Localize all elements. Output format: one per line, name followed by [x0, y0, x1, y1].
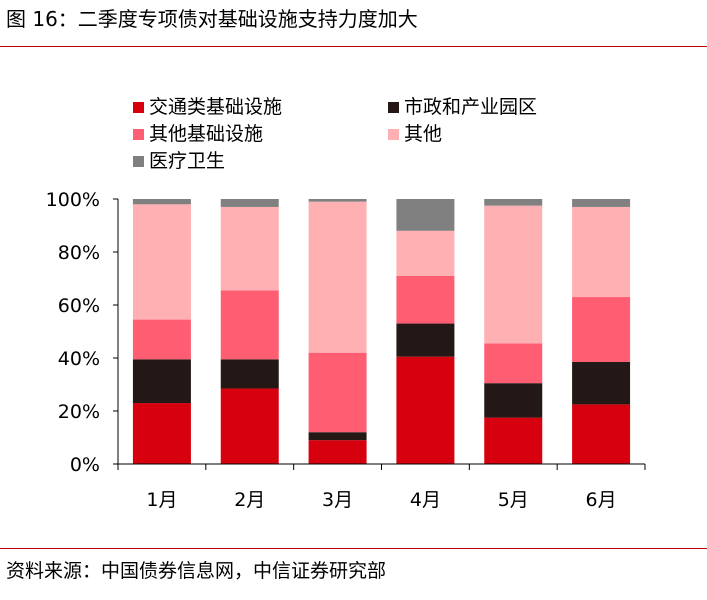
legend-swatch — [133, 129, 144, 140]
bar-segment — [396, 323, 455, 357]
legend-label: 其他基础设施 — [149, 123, 263, 145]
bar-segment — [572, 206, 631, 298]
bar-segment — [484, 383, 543, 418]
bar-segment — [220, 359, 279, 389]
bar-segment — [484, 343, 543, 384]
source-divider — [0, 548, 707, 549]
x-tick-label: 1月 — [146, 489, 177, 511]
legend-label: 市政和产业园区 — [404, 96, 537, 118]
legend-swatch — [133, 102, 144, 113]
legend-label: 医疗卫生 — [149, 150, 225, 172]
legend-label: 其他 — [404, 123, 442, 145]
x-tick-label: 2月 — [234, 489, 265, 511]
legend-swatch — [388, 102, 399, 113]
source-note: 资料来源：中国债券信息网，中信证券研究部 — [6, 560, 387, 582]
bar-segment — [572, 361, 631, 405]
legend-label: 交通类基础设施 — [149, 96, 282, 118]
bar-segment — [308, 199, 367, 202]
y-tick-label: 100% — [46, 189, 100, 211]
bar-segment — [132, 319, 191, 360]
x-tick-label: 6月 — [586, 489, 617, 511]
bar-segment — [396, 275, 455, 324]
y-tick-label: 20% — [58, 401, 100, 423]
bar-segment — [396, 199, 455, 231]
bar-segment — [220, 388, 279, 464]
bar-segment — [572, 297, 631, 362]
bar-segment — [308, 440, 367, 464]
bar-segment — [308, 201, 367, 353]
bar-segment — [220, 199, 279, 207]
bar-segment — [132, 199, 191, 205]
bars — [132, 199, 631, 464]
y-tick-label: 40% — [58, 348, 100, 370]
title-divider — [0, 46, 707, 47]
y-tick-label: 0% — [70, 454, 100, 476]
bar-segment — [484, 205, 543, 344]
bar-segment — [132, 204, 191, 320]
bar-segment — [572, 404, 631, 464]
x-tick-label: 3月 — [322, 489, 353, 511]
figure-title: 图 16：二季度专项债对基础设施支持力度加大 — [6, 7, 418, 31]
y-tick-label: 80% — [58, 242, 100, 264]
bar-segment — [220, 290, 279, 360]
bar-segment — [396, 230, 455, 276]
bar-segment — [132, 359, 191, 404]
y-axis: 0% 20% 40% 60% 80% 100% — [46, 189, 119, 476]
bar-segment — [220, 206, 279, 291]
bar-segment — [132, 403, 191, 464]
bar-segment — [484, 417, 543, 464]
bar-segment — [572, 199, 631, 207]
y-tick-label: 60% — [58, 295, 100, 317]
x-tick-label: 5月 — [498, 489, 529, 511]
bar-segment — [396, 356, 455, 464]
bar-segment — [308, 352, 367, 433]
legend-swatch — [388, 129, 399, 140]
x-tick-label: 4月 — [410, 489, 441, 511]
bar-segment — [484, 199, 543, 206]
bar-segment — [308, 432, 367, 441]
x-axis: 1月 2月 3月 4月 5月 6月 — [117, 463, 646, 511]
legend-swatch — [133, 156, 144, 167]
